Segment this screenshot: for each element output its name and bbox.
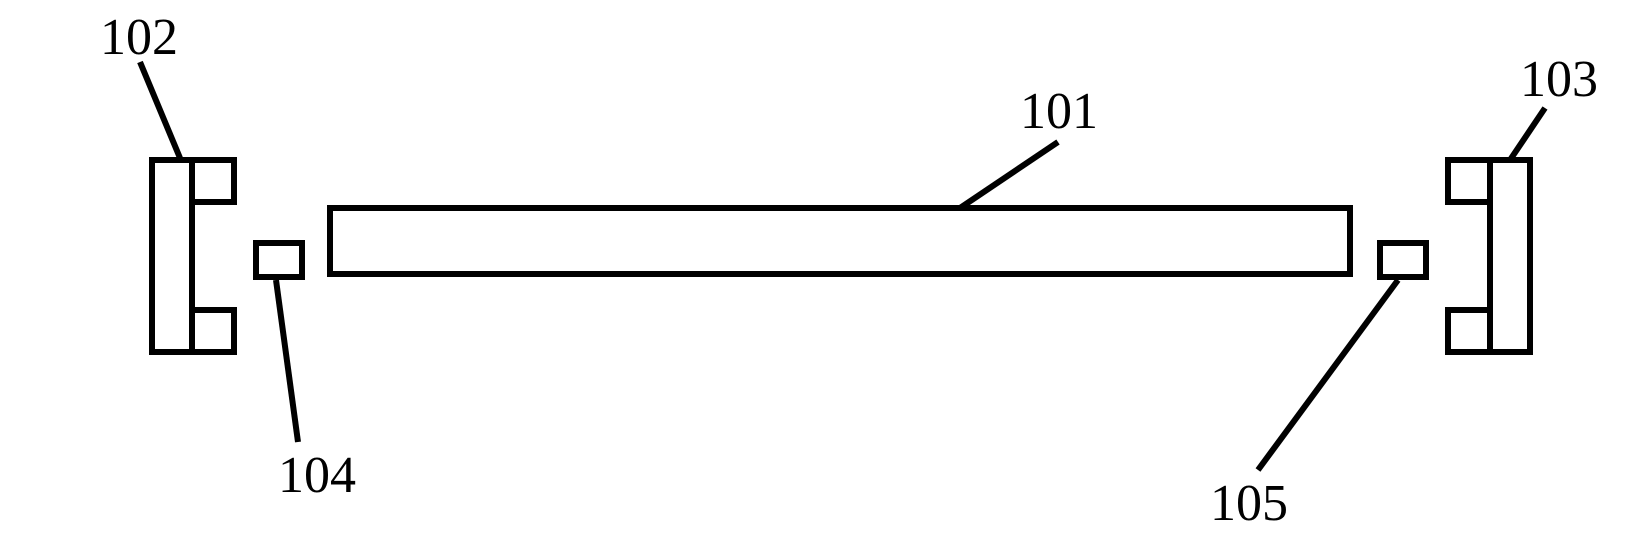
- part-102-spine: [152, 160, 192, 352]
- label-103: 103: [1520, 51, 1598, 108]
- label-105: 105: [1210, 475, 1288, 532]
- label-101: 101: [1020, 83, 1098, 140]
- part-103-bottom-tab: [1448, 310, 1490, 352]
- leader-102: [140, 62, 180, 158]
- leader-103: [1510, 108, 1545, 160]
- label-104: 104: [278, 447, 356, 504]
- part-102-bottom-tab: [192, 310, 234, 352]
- part-105-block: [1380, 243, 1426, 277]
- leader-105: [1258, 280, 1398, 470]
- part-102-top-tab: [192, 160, 234, 202]
- part-104-block: [256, 243, 302, 277]
- leader-101: [960, 142, 1058, 208]
- part-103-spine: [1490, 160, 1530, 352]
- label-102: 102: [100, 9, 178, 66]
- part-103-top-tab: [1448, 160, 1490, 202]
- part-101-beam: [330, 208, 1350, 274]
- leader-104: [276, 280, 298, 442]
